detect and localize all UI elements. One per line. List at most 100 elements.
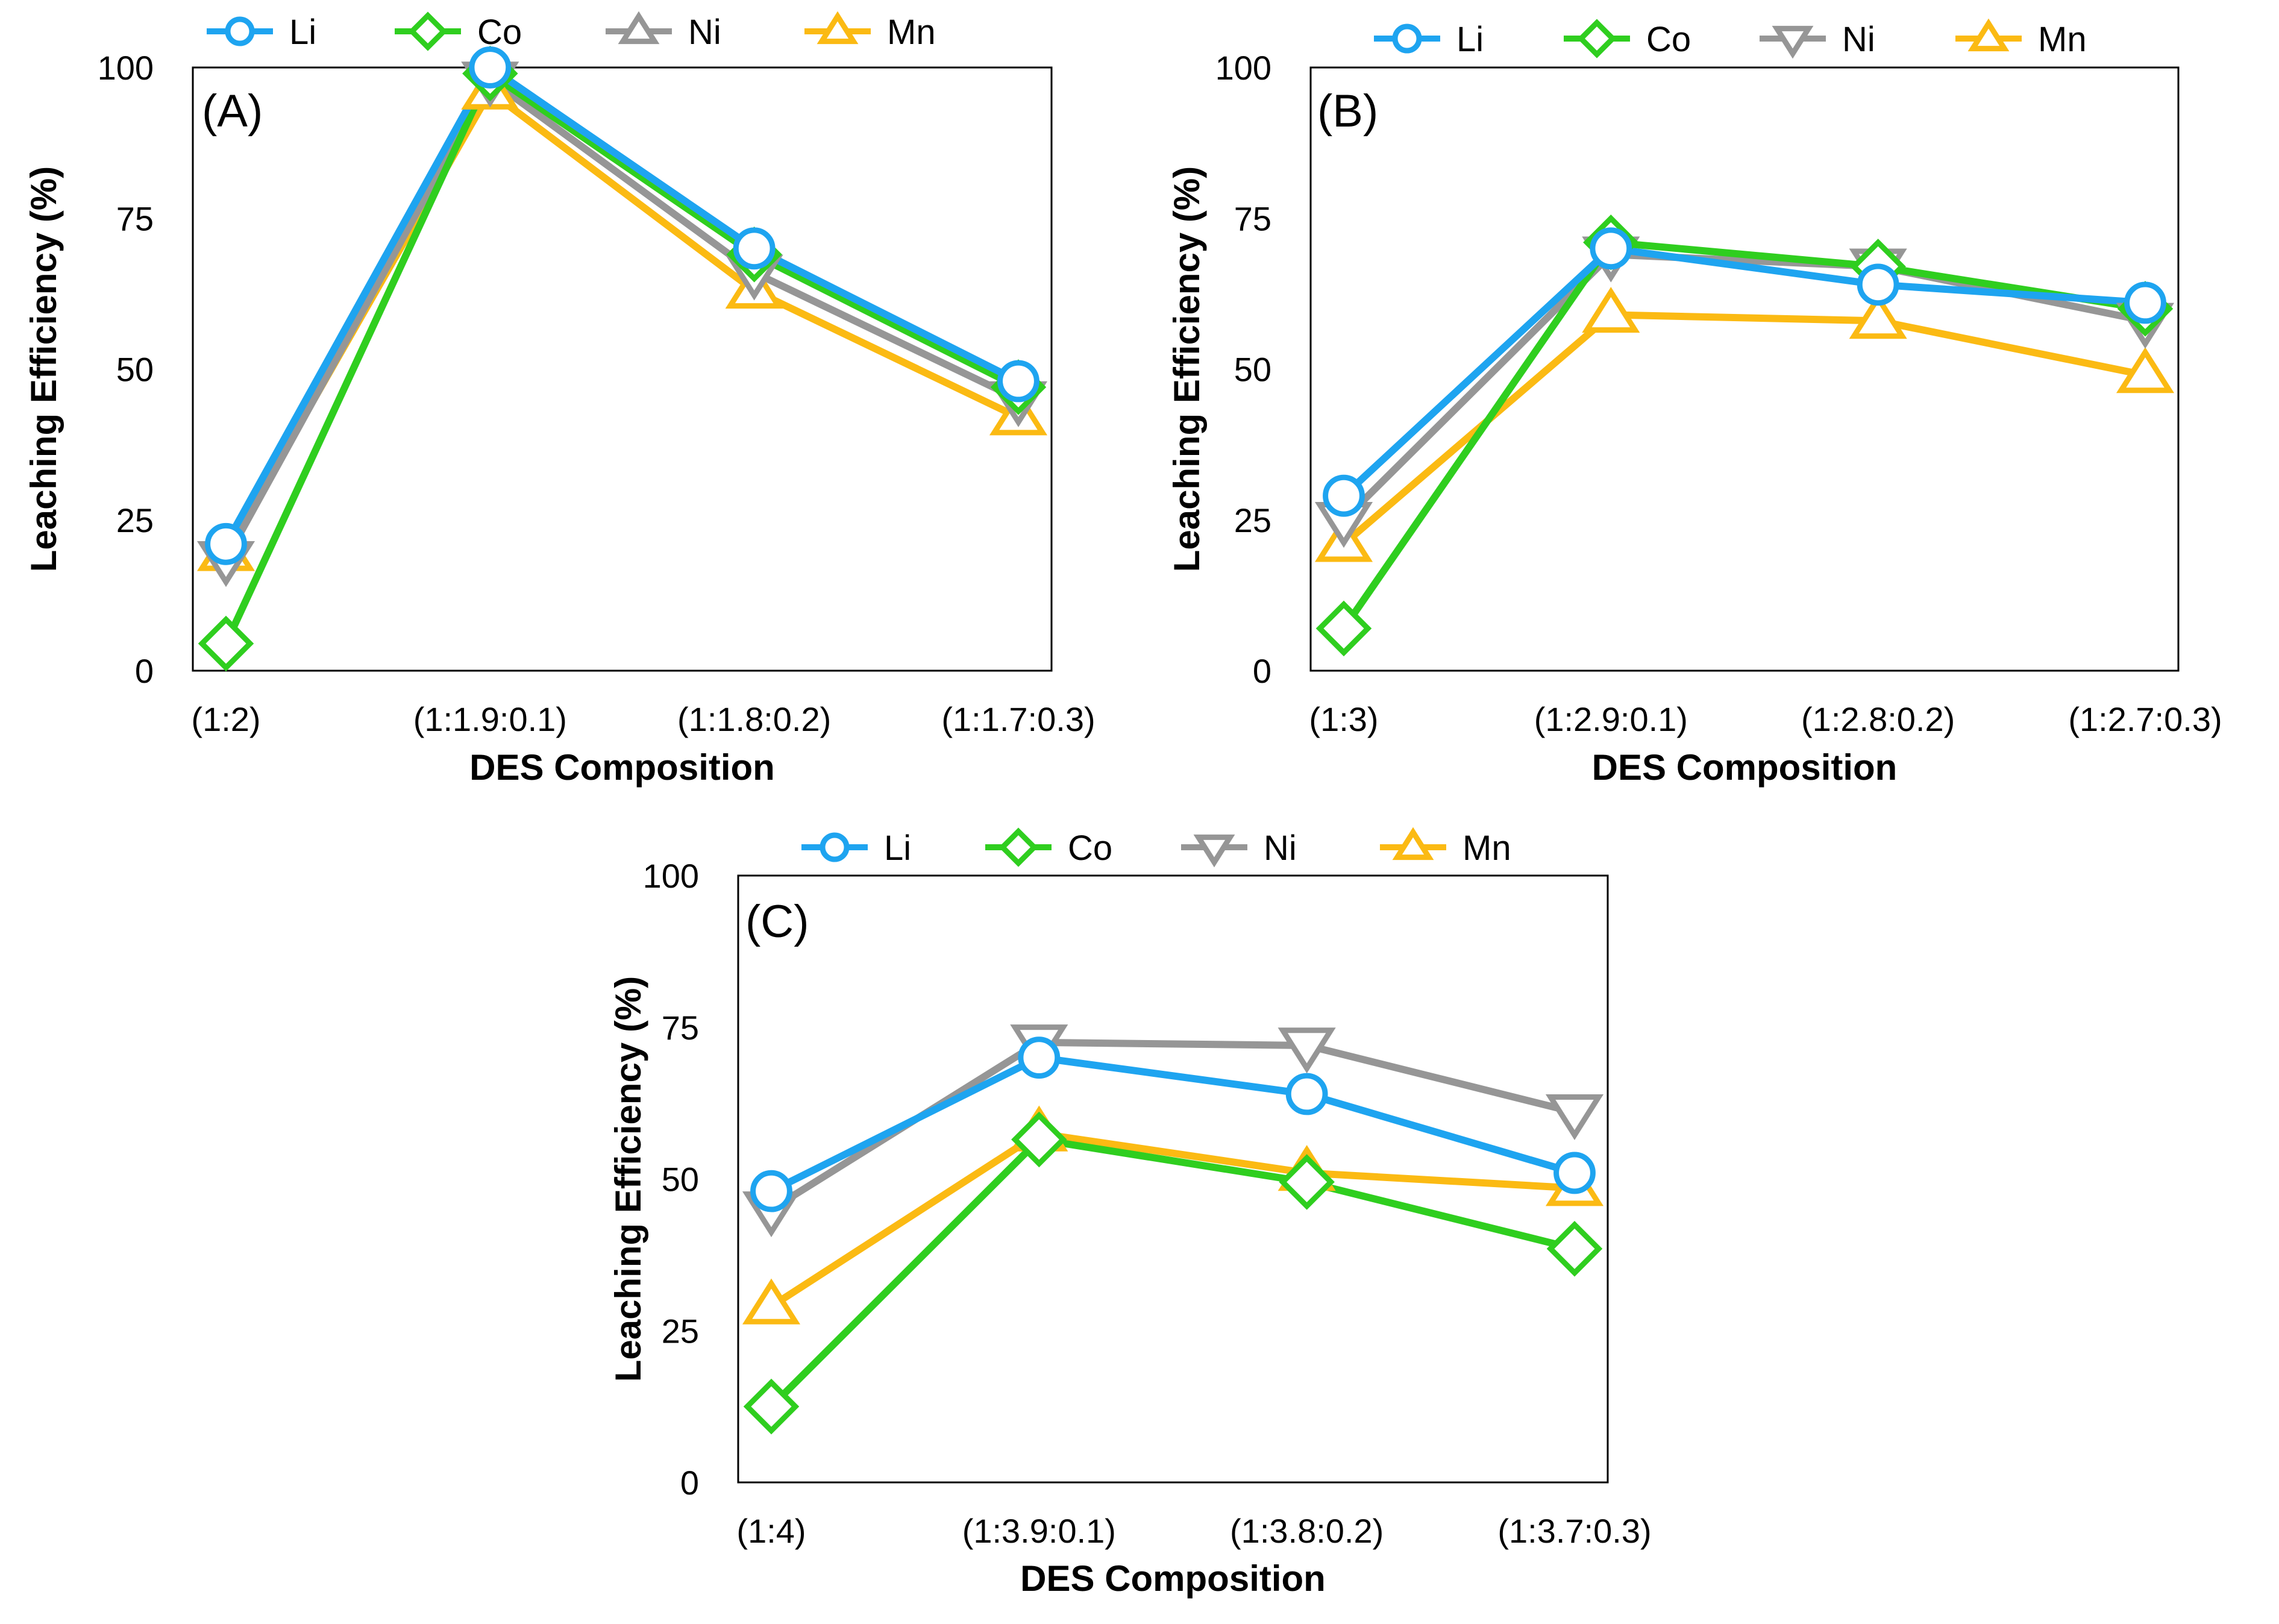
x-axis-title: DES Composition <box>1592 747 1898 788</box>
data-point-li <box>750 1170 792 1212</box>
x-tick-label: (1:3.7:0.3) <box>1497 1512 1651 1550</box>
y-tick-label: 75 <box>1234 199 1271 237</box>
panel-label: (A) <box>202 86 263 137</box>
y-tick-label: 75 <box>662 1009 699 1047</box>
legend-marker-mn <box>1392 827 1434 861</box>
y-tick-label: 100 <box>1215 49 1271 87</box>
series-line-li <box>1340 245 2149 500</box>
y-tick-label: 100 <box>98 49 154 87</box>
legend-label-li: Li <box>1456 20 1484 59</box>
y-tick-label: 75 <box>116 199 154 237</box>
data-point-li <box>1857 263 1899 306</box>
y-tick-label: 100 <box>643 857 699 895</box>
legend-label-ni: Ni <box>1264 829 1297 868</box>
legend-label-co: Co <box>1646 20 1691 59</box>
data-point-li <box>1285 1073 1328 1115</box>
data-point-mn <box>2116 347 2175 393</box>
data-point-co <box>743 1378 800 1435</box>
series-line-co <box>222 70 1022 647</box>
x-tick-label: (1:1.9:0.1) <box>413 700 567 738</box>
series-line-co <box>768 1136 1578 1411</box>
legend-marker-ni <box>1193 834 1235 868</box>
y-tick-label: 50 <box>116 351 154 389</box>
legend-marker-mn <box>817 11 859 45</box>
legend-marker-li <box>820 832 850 862</box>
chart-panel-b: 0 25 50 75 100 (1:3) (1:2.9:0.1) (1:2.8:0.2) (1:… <box>1167 18 2222 788</box>
y-tick-label: 25 <box>1234 501 1271 539</box>
data-point-li <box>1553 1152 1596 1194</box>
legend-label-li: Li <box>289 13 316 52</box>
legend-label-ni: Ni <box>688 13 721 52</box>
x-axis-title: DES Composition <box>1020 1558 1326 1599</box>
legend-label-mn: Mn <box>887 13 936 52</box>
y-tick-label: 25 <box>116 501 154 539</box>
data-point-li <box>2124 281 2166 324</box>
chart-panel-c: 0 25 50 75 100 (1:4) (1:3.9:0.1) (1:3.8:0.2) (1:… <box>608 827 1652 1599</box>
data-point-co <box>1279 1154 1335 1210</box>
plot-frame <box>192 66 1053 672</box>
x-axis-title: DES Composition <box>469 747 775 788</box>
series-line-mn <box>768 1129 1578 1310</box>
plot-frame <box>1309 66 2180 672</box>
legend-marker-mn <box>1967 18 2010 52</box>
chart-panel-a: 0 25 50 75 100 (1:2) (1:1.9:0.1) (1:1.8:0.2) (1:… <box>24 11 1096 788</box>
data-point-ni <box>1545 1094 1604 1141</box>
x-tick-label: (1:2.8:0.2) <box>1801 700 1955 738</box>
series-line-li <box>768 1054 1578 1195</box>
legend-marker-co <box>408 11 448 51</box>
data-point-co <box>1011 1111 1067 1168</box>
legend-marker-co <box>1577 19 1617 58</box>
legend-label-li: Li <box>884 829 911 868</box>
data-point-li <box>733 227 776 270</box>
x-tick-label: (1:2.7:0.3) <box>2068 700 2222 738</box>
y-axis-title: Leaching Efficiency (%) <box>1167 166 1207 572</box>
data-point-co <box>198 615 254 672</box>
data-point-ni <box>1277 1027 1336 1074</box>
x-tick-label: (1:3.9:0.1) <box>962 1512 1116 1550</box>
legend-marker-co <box>998 827 1038 867</box>
data-point-co <box>1546 1221 1603 1277</box>
legend-label-mn: Mn <box>2038 20 2087 59</box>
y-tick-label: 50 <box>1234 351 1271 389</box>
data-point-mn <box>742 1278 801 1325</box>
y-tick-label: 0 <box>1253 652 1271 690</box>
y-tick-label: 0 <box>135 652 154 690</box>
x-tick-label: (1:2) <box>191 700 260 738</box>
panel-label: (C) <box>745 896 809 947</box>
data-point-li <box>997 360 1039 403</box>
data-point-co <box>1315 600 1372 657</box>
data-point-li <box>1323 474 1365 517</box>
x-tick-label: (1:2.9:0.1) <box>1534 700 1688 738</box>
legend-label-co: Co <box>477 13 522 52</box>
legend-marker-li <box>225 16 255 46</box>
data-point-li <box>205 522 247 565</box>
x-tick-label: (1:1.8:0.2) <box>677 700 831 738</box>
x-tick-label: (1:4) <box>736 1512 806 1550</box>
y-axis-title: Leaching Efficiency (%) <box>608 976 648 1382</box>
x-tick-label: (1:1.7:0.3) <box>941 700 1095 738</box>
legend-label-co: Co <box>1068 829 1112 868</box>
y-tick-label: 50 <box>662 1161 699 1199</box>
y-tick-label: 25 <box>662 1312 699 1350</box>
data-point-li <box>1590 227 1632 270</box>
legend-marker-li <box>1392 24 1422 54</box>
series-line-li <box>222 64 1022 548</box>
data-point-li <box>1018 1036 1061 1079</box>
y-axis-title: Leaching Efficiency (%) <box>24 166 64 572</box>
data-point-li <box>469 46 512 89</box>
data-point-mn <box>1582 287 1640 333</box>
legend-label-ni: Ni <box>1842 20 1875 59</box>
series-line-mn <box>1340 311 2149 548</box>
x-tick-label: (1:3.8:0.2) <box>1230 1512 1384 1550</box>
plot-frame <box>737 874 1609 1484</box>
y-tick-label: 0 <box>680 1464 699 1502</box>
legend-marker-ni <box>618 11 660 45</box>
x-tick-label: (1:3) <box>1309 700 1378 738</box>
series-line-co <box>1340 239 2149 632</box>
panel-label: (B) <box>1317 86 1378 137</box>
legend-label-mn: Mn <box>1462 829 1511 868</box>
series-line-ni <box>222 76 1022 563</box>
legend-marker-ni <box>1772 25 1814 59</box>
data-point-mn <box>1849 293 1907 339</box>
